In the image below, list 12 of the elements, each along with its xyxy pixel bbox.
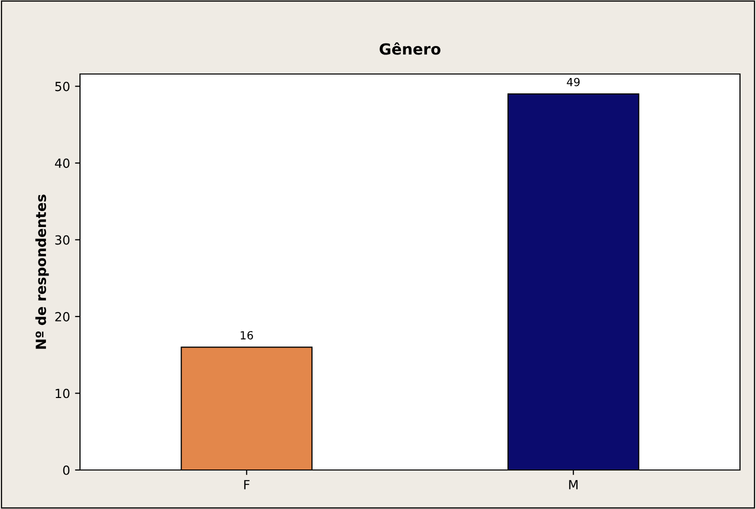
- y-tick-label: 40: [54, 158, 70, 168]
- y-tick-label: 0: [63, 465, 70, 475]
- x-tick-label: M: [569, 480, 578, 490]
- x-tick-label: F: [244, 480, 250, 490]
- y-tick-label: 20: [55, 312, 70, 322]
- data-label: 16: [240, 331, 254, 340]
- data-label: 49: [566, 78, 580, 86]
- y-tick-label: 30: [55, 235, 70, 245]
- y-tick-label: 50: [55, 82, 70, 92]
- y-tick-label: 10: [56, 388, 70, 398]
- chart-title: Gênero: [380, 42, 440, 55]
- y-axis-title: Nº de respondentes: [35, 194, 49, 349]
